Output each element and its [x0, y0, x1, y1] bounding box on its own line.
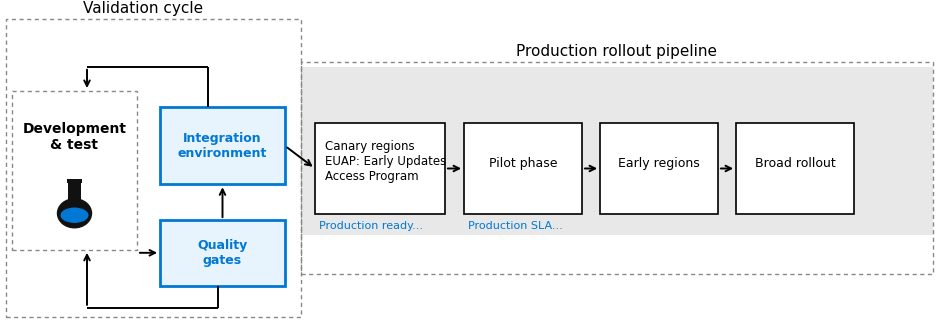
Text: Development
& test: Development & test: [23, 122, 126, 152]
Text: Early regions: Early regions: [618, 157, 700, 170]
Text: Production rollout pipeline: Production rollout pipeline: [516, 44, 718, 59]
Bar: [12, 91, 137, 250]
Bar: [736, 123, 854, 214]
Bar: [160, 107, 285, 184]
Text: Quality
gates: Quality gates: [198, 239, 248, 267]
Text: Broad rollout: Broad rollout: [755, 157, 836, 170]
Text: Production SLA...: Production SLA...: [468, 221, 562, 231]
Ellipse shape: [60, 208, 89, 223]
Bar: [464, 123, 582, 214]
Text: Production ready...: Production ready...: [319, 221, 423, 231]
Text: Integration
environment: Integration environment: [178, 132, 268, 160]
Bar: [160, 220, 285, 285]
Text: Pilot phase: Pilot phase: [489, 157, 558, 170]
Bar: [68, 181, 81, 202]
Bar: [301, 67, 933, 235]
Ellipse shape: [57, 199, 91, 228]
Bar: [600, 123, 718, 214]
Text: Canary regions
EUAP: Early Updates
Access Program: Canary regions EUAP: Early Updates Acces…: [325, 140, 447, 183]
Text: Validation cycle: Validation cycle: [84, 1, 203, 16]
Bar: [67, 179, 82, 183]
Bar: [301, 62, 933, 274]
Bar: [315, 123, 445, 214]
Bar: [6, 19, 301, 318]
